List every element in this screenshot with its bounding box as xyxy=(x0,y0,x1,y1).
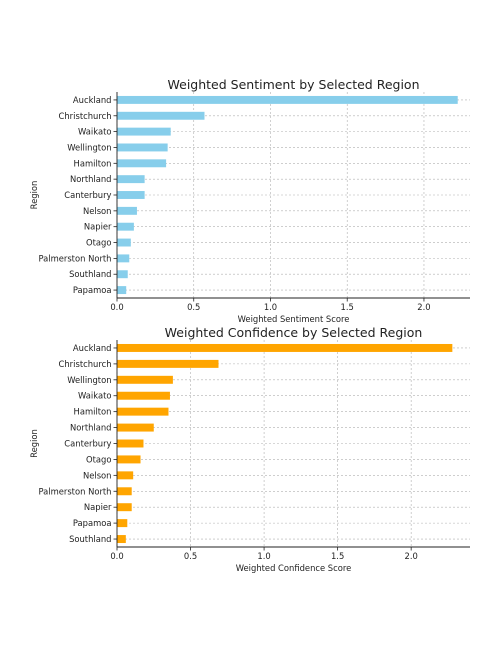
y-tick-label: Wellington xyxy=(67,375,111,385)
bar xyxy=(117,375,173,384)
y-tick-label: Waikato xyxy=(78,391,111,401)
y-tick-label: Northland xyxy=(70,423,112,433)
x-tick-label: 2.0 xyxy=(417,302,430,312)
confidence-chart: Auckland Christchurch Wellington Waikato Ham… xyxy=(29,325,470,573)
x-tick-label: 0.0 xyxy=(110,551,123,561)
x-tick-label: 0.5 xyxy=(184,551,197,561)
y-tick-label: Hamilton xyxy=(74,407,112,417)
bar xyxy=(117,254,130,263)
y-tick-label: Palmerston North xyxy=(38,486,111,496)
y-axis-label: Region xyxy=(29,429,39,458)
bar xyxy=(117,175,145,184)
bar xyxy=(117,206,137,215)
y-tick-label: Nelson xyxy=(83,470,112,480)
x-tick-label: 2.0 xyxy=(405,551,418,561)
x-tick-label: 1.0 xyxy=(264,302,277,312)
chart-title: Weighted Sentiment by Selected Region xyxy=(168,77,420,92)
y-tick-label: Canterbury xyxy=(64,439,111,449)
y-tick-label: Christchurch xyxy=(59,359,112,369)
bar xyxy=(117,391,170,400)
y-tick-label: Papamoa xyxy=(73,518,112,528)
bar xyxy=(117,127,171,136)
bar xyxy=(117,159,167,168)
y-tick-label: Wellington xyxy=(67,142,111,152)
bar xyxy=(117,270,128,279)
x-tick-label: 1.5 xyxy=(331,551,344,561)
y-tick-label: Southland xyxy=(69,269,111,279)
bar xyxy=(117,455,141,464)
bar xyxy=(117,423,154,432)
bar xyxy=(117,143,168,152)
y-tick-label: Auckland xyxy=(73,343,112,353)
x-tick-label: 0.0 xyxy=(110,302,123,312)
y-tick-label: Napier xyxy=(84,502,112,512)
y-tick-label: Otago xyxy=(86,454,111,464)
chart-title: Weighted Confidence by Selected Region xyxy=(165,325,423,340)
x-axis-label: Weighted Confidence Score xyxy=(236,563,352,573)
bar xyxy=(117,95,458,104)
bar xyxy=(117,238,131,247)
y-tick-label: Nelson xyxy=(83,206,112,216)
y-tick-label: Auckland xyxy=(73,95,112,105)
y-tick-label: Napier xyxy=(84,222,112,232)
bar xyxy=(117,111,205,120)
y-tick-label: Southland xyxy=(69,534,111,544)
bar xyxy=(117,487,132,496)
y-tick-label: Northland xyxy=(70,174,112,184)
bar xyxy=(117,343,453,352)
y-tick-label: Otago xyxy=(86,238,111,248)
y-tick-label: Canterbury xyxy=(64,190,111,200)
bar xyxy=(117,503,132,512)
y-tick-label: Palmerston North xyxy=(38,253,111,263)
x-tick-label: 1.5 xyxy=(341,302,354,312)
bar xyxy=(117,439,144,448)
bar xyxy=(117,407,169,416)
bar xyxy=(117,286,127,295)
y-tick-label: Waikato xyxy=(78,127,111,137)
bar xyxy=(117,535,126,544)
x-axis-label: Weighted Sentiment Score xyxy=(238,314,350,324)
bar xyxy=(117,359,219,368)
bar xyxy=(117,222,134,231)
x-tick-label: 0.5 xyxy=(187,302,200,312)
x-tick-label: 1.0 xyxy=(257,551,270,561)
y-tick-label: Hamilton xyxy=(74,158,112,168)
bar xyxy=(117,471,134,480)
bar xyxy=(117,519,128,528)
y-axis-label: Region xyxy=(29,181,39,210)
bar xyxy=(117,191,145,199)
sentiment-chart: Auckland Christchurch Waikato Wellington Ham… xyxy=(29,77,470,324)
y-tick-label: Christchurch xyxy=(59,111,112,121)
y-tick-label: Papamoa xyxy=(73,285,112,295)
